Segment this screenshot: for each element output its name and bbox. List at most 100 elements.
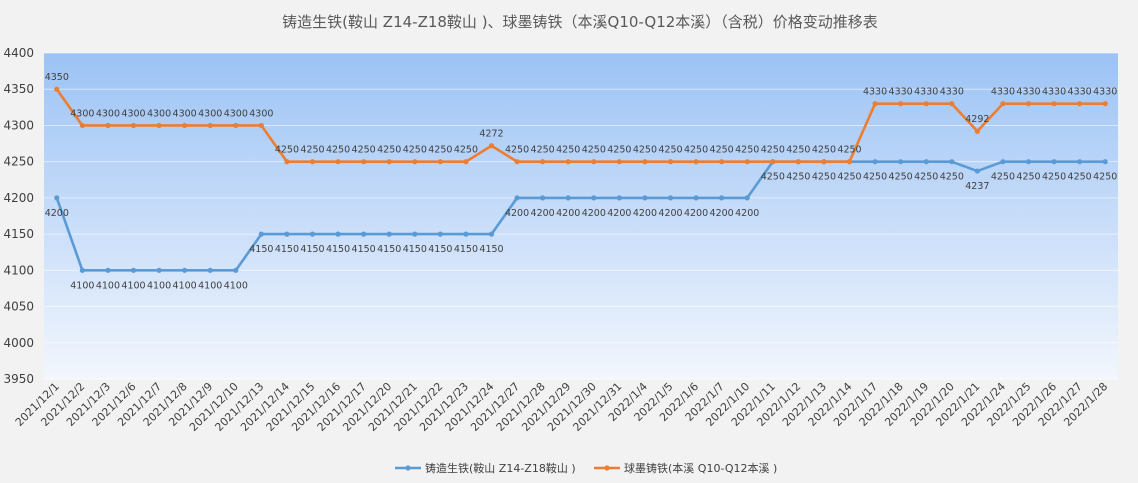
data-point xyxy=(233,267,239,273)
data-label: 4250 xyxy=(914,172,938,183)
data-label: 4100 xyxy=(198,280,222,291)
data-point xyxy=(54,86,60,92)
data-label: 4150 xyxy=(403,244,427,255)
y-tick-label-4400: 4400 xyxy=(3,46,34,60)
data-label: 4250 xyxy=(1042,172,1066,183)
legend-item-1: 铸造生铁(鞍山 Z14-Z18鞍山 ) xyxy=(395,461,576,475)
data-point xyxy=(540,195,546,201)
data-label: 4250 xyxy=(352,145,376,156)
data-point xyxy=(719,195,725,201)
data-point xyxy=(923,101,929,107)
data-point xyxy=(898,101,904,107)
series-line-1 xyxy=(55,160,1106,272)
data-point xyxy=(1051,159,1057,165)
data-point xyxy=(795,159,801,165)
data-point xyxy=(258,122,264,129)
data-label: 4200 xyxy=(556,208,580,219)
legend-swatch-marker xyxy=(405,465,411,471)
data-label: 4200 xyxy=(684,208,708,219)
y-tick-label-3950: 3950 xyxy=(3,372,34,386)
data-point xyxy=(1025,101,1032,107)
data-label: 4150 xyxy=(352,244,376,255)
data-label: 4100 xyxy=(173,280,197,291)
data-point xyxy=(488,143,495,149)
data-label: 4150 xyxy=(275,244,299,255)
data-point xyxy=(540,159,546,165)
data-label: 4200 xyxy=(710,208,734,219)
data-label: 4250 xyxy=(531,145,555,156)
data-point xyxy=(514,195,520,201)
data-label: 4250 xyxy=(454,145,478,156)
plot-area xyxy=(44,53,1118,379)
data-point xyxy=(412,159,418,165)
data-point xyxy=(463,231,469,237)
data-point xyxy=(667,159,674,165)
data-label: 4237 xyxy=(965,181,989,192)
y-tick-label-4050: 4050 xyxy=(3,300,34,314)
data-point xyxy=(79,122,85,129)
data-label: 4300 xyxy=(70,108,94,119)
data-label: 4330 xyxy=(1016,87,1040,98)
data-label: 4100 xyxy=(121,280,145,291)
data-label: 4250 xyxy=(761,145,785,156)
data-label: 4350 xyxy=(45,72,69,83)
data-label: 4250 xyxy=(377,145,401,156)
data-point xyxy=(642,195,648,201)
data-point xyxy=(821,159,827,165)
data-point xyxy=(309,159,316,165)
data-label: 4200 xyxy=(633,208,657,219)
data-point xyxy=(744,159,750,165)
data-label: 4250 xyxy=(658,145,682,156)
data-label: 4250 xyxy=(684,145,708,156)
data-label: 4200 xyxy=(607,208,631,219)
data-point xyxy=(591,159,597,165)
data-point xyxy=(182,267,188,273)
data-point xyxy=(79,267,85,273)
data-point xyxy=(1000,159,1006,165)
data-label: 4330 xyxy=(889,87,913,98)
y-tick-label-4250: 4250 xyxy=(3,155,34,169)
legend-item-2: 球墨铸铁(本溪 Q10-Q12本溪 ) xyxy=(594,461,777,475)
data-label: 4250 xyxy=(403,145,427,156)
data-point xyxy=(284,231,290,237)
data-label: 4250 xyxy=(735,145,759,156)
data-point xyxy=(514,159,520,165)
data-point xyxy=(1077,101,1083,107)
data-label: 4250 xyxy=(863,172,887,183)
data-label: 4250 xyxy=(786,172,810,183)
data-label: 4250 xyxy=(889,172,913,183)
data-label: 4100 xyxy=(224,280,248,291)
data-label: 4250 xyxy=(786,145,810,156)
y-tick-label-4350: 4350 xyxy=(3,82,34,96)
data-label: 4100 xyxy=(70,280,94,291)
data-label: 4200 xyxy=(582,208,606,219)
data-label: 4330 xyxy=(991,87,1015,98)
data-label: 4150 xyxy=(479,244,503,255)
data-label: 4150 xyxy=(300,244,324,255)
data-point xyxy=(284,159,290,165)
data-label: 4250 xyxy=(710,145,734,156)
data-point xyxy=(309,231,316,237)
data-point xyxy=(642,159,648,165)
data-label: 4200 xyxy=(505,208,529,219)
data-point xyxy=(156,267,162,273)
data-point xyxy=(412,231,418,237)
data-point xyxy=(130,122,137,129)
y-tick-label-4000: 4000 xyxy=(3,336,34,350)
y-tick-label-4100: 4100 xyxy=(3,263,34,277)
data-point xyxy=(770,159,776,165)
data-point xyxy=(207,267,213,273)
data-point xyxy=(156,122,162,129)
data-label: 4250 xyxy=(812,172,836,183)
data-point xyxy=(335,159,341,165)
data-point xyxy=(437,159,443,165)
data-label: 4250 xyxy=(1093,172,1117,183)
data-label: 4300 xyxy=(96,108,120,119)
data-label: 4330 xyxy=(863,87,887,98)
data-label: 4250 xyxy=(428,145,452,156)
data-point xyxy=(872,101,878,107)
data-point xyxy=(872,159,878,165)
data-label: 4250 xyxy=(556,145,580,156)
